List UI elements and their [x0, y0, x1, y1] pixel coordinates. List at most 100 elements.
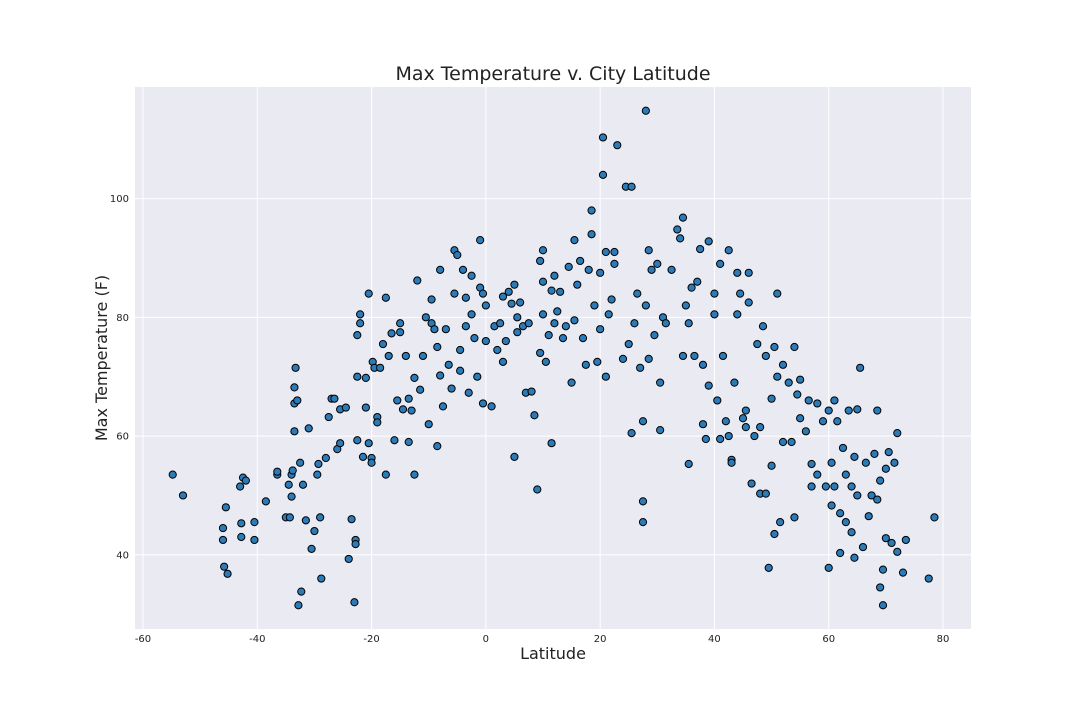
- point: [458, 265, 468, 274]
- point: [218, 535, 228, 545]
- point: [578, 334, 588, 343]
- point: [533, 485, 542, 494]
- point: [758, 322, 768, 331]
- point: [836, 509, 845, 518]
- point: [804, 396, 813, 405]
- point: [550, 319, 559, 328]
- point: [367, 458, 376, 467]
- point: [478, 289, 488, 298]
- point: [824, 406, 833, 415]
- point: [624, 339, 633, 349]
- point: [778, 437, 788, 447]
- point: [638, 417, 648, 426]
- point: [687, 283, 696, 292]
- point: [710, 310, 719, 319]
- y-axis-label: Max Temperature (F): [92, 275, 111, 441]
- point: [470, 334, 479, 343]
- point: [693, 277, 702, 286]
- point: [887, 538, 896, 548]
- point: [567, 378, 576, 387]
- point: [538, 246, 548, 255]
- point: [861, 458, 870, 467]
- point: [321, 453, 330, 463]
- point: [727, 458, 736, 467]
- point: [756, 423, 765, 432]
- point: [793, 390, 802, 399]
- point: [681, 301, 690, 310]
- point: [294, 601, 303, 610]
- point: [876, 583, 885, 592]
- point: [864, 512, 873, 521]
- point: [813, 399, 822, 408]
- point: [456, 345, 465, 355]
- point: [853, 491, 862, 500]
- point: [407, 406, 416, 415]
- point: [498, 292, 508, 301]
- point: [447, 384, 456, 393]
- point: [510, 452, 519, 461]
- point: [838, 443, 848, 453]
- point: [438, 402, 448, 411]
- point: [410, 373, 419, 382]
- point: [890, 458, 899, 467]
- point: [873, 495, 882, 504]
- point: [364, 289, 373, 298]
- point: [498, 357, 508, 366]
- point: [290, 427, 299, 436]
- point: [398, 405, 408, 414]
- point: [296, 458, 305, 467]
- point: [550, 271, 559, 280]
- point: [801, 427, 810, 436]
- point: [353, 331, 362, 340]
- point: [553, 307, 562, 316]
- point: [168, 470, 177, 479]
- point: [710, 289, 719, 298]
- point: [344, 554, 353, 564]
- point: [773, 289, 782, 298]
- point: [787, 437, 796, 447]
- point: [678, 351, 688, 361]
- point: [576, 256, 585, 266]
- point: [733, 268, 742, 277]
- point: [393, 396, 402, 405]
- point: [314, 459, 323, 469]
- point: [827, 458, 836, 467]
- point: [796, 375, 805, 384]
- point: [684, 319, 693, 328]
- point: [237, 519, 246, 528]
- point: [841, 518, 850, 527]
- point: [790, 513, 799, 522]
- point: [750, 431, 759, 441]
- point: [250, 518, 259, 527]
- x-axis-label: Latitude: [520, 644, 586, 663]
- point: [430, 325, 439, 334]
- point: [656, 426, 665, 435]
- point: [570, 316, 579, 325]
- point: [858, 542, 868, 552]
- point: [638, 518, 648, 527]
- point: [821, 482, 830, 491]
- point: [513, 328, 522, 337]
- point: [641, 301, 650, 310]
- point: [378, 339, 388, 349]
- y-tick-label: 60: [116, 432, 129, 443]
- point: [507, 299, 516, 308]
- point: [650, 331, 659, 340]
- point: [598, 133, 608, 142]
- point: [530, 411, 539, 420]
- point: [767, 394, 776, 403]
- point: [733, 310, 742, 319]
- point: [761, 351, 770, 361]
- point: [641, 106, 650, 115]
- point: [467, 310, 476, 319]
- point: [770, 342, 779, 352]
- point: [478, 399, 488, 408]
- point: [873, 406, 882, 415]
- point: [396, 328, 405, 337]
- point: [544, 331, 553, 340]
- point: [878, 565, 888, 574]
- point: [704, 237, 713, 246]
- point: [547, 439, 556, 448]
- point: [630, 319, 639, 328]
